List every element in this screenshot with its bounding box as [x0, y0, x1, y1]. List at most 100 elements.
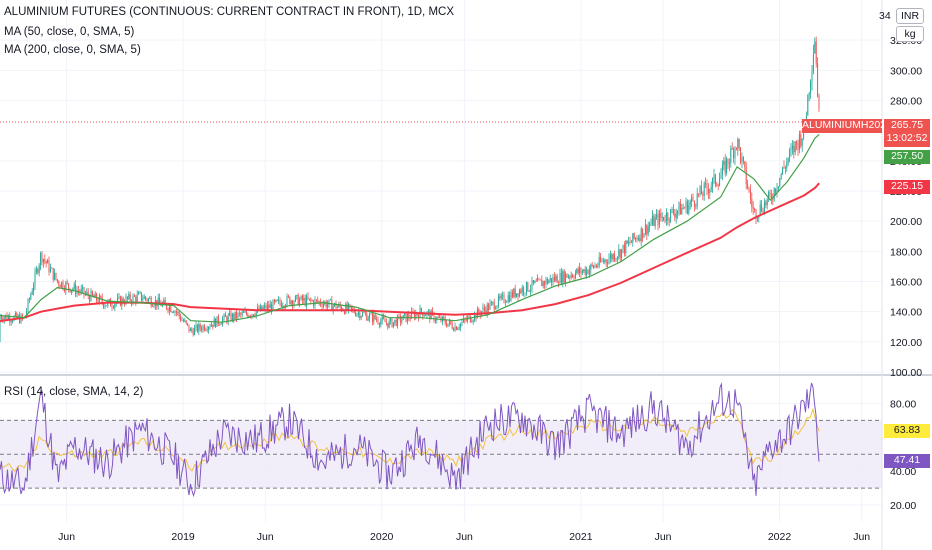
candle-body	[195, 324, 197, 328]
price-tick-label: 280.00	[890, 96, 922, 108]
candle-body	[612, 254, 614, 260]
currency-unit-button[interactable]: 34 INR	[879, 8, 924, 24]
candle-body	[727, 158, 729, 164]
candle-body	[133, 295, 135, 297]
candle-body	[507, 295, 509, 302]
candle-body	[105, 305, 107, 307]
candle-body	[287, 295, 289, 297]
candle-body	[7, 316, 9, 320]
candle-body	[178, 312, 180, 317]
candle-body	[458, 327, 460, 329]
price-tick-label: 180.00	[890, 246, 922, 258]
candle-body	[661, 216, 663, 218]
candle-body	[531, 280, 533, 289]
candle-body	[707, 188, 709, 194]
candle-body	[56, 279, 58, 282]
candle-body	[217, 316, 219, 324]
candle-body	[450, 320, 452, 324]
candle-body	[787, 158, 789, 162]
candle-body	[34, 271, 36, 286]
time-tick-label: Jun	[655, 531, 672, 543]
ma200-legend[interactable]: MA (200, close, 0, SMA, 5)	[4, 44, 141, 56]
candle-body	[122, 298, 124, 304]
candle-body	[800, 134, 802, 146]
candle-body	[811, 71, 813, 82]
candle-body	[747, 184, 749, 189]
candle-body	[689, 201, 691, 205]
rsi-legend[interactable]: RSI (14, close, SMA, 14, 2)	[4, 386, 144, 398]
time-tick-label: 2019	[171, 531, 195, 543]
candle-body	[453, 328, 455, 331]
candle-body	[608, 258, 610, 264]
candle-body	[626, 240, 628, 244]
candle-body	[306, 296, 308, 306]
candle-body	[63, 288, 65, 291]
candle-body	[61, 281, 63, 288]
candle-body	[311, 300, 313, 302]
candle-body	[664, 220, 666, 222]
price-tick-label: 300.00	[890, 65, 922, 77]
candle-body	[731, 148, 733, 150]
candle-body	[493, 302, 495, 310]
candle-body	[310, 298, 312, 301]
candle-body	[166, 303, 168, 309]
candle-body	[283, 305, 285, 307]
rsi-axis[interactable]: 20.00 40.00 80.00	[890, 398, 916, 512]
candle-body	[742, 157, 744, 162]
candle-body	[345, 303, 347, 314]
candle-body	[552, 276, 554, 283]
candle-body	[174, 311, 176, 313]
candle-body	[91, 291, 93, 296]
candle-body	[751, 198, 753, 207]
candle-body	[730, 148, 732, 164]
unit-button[interactable]: kg	[896, 26, 924, 42]
candle-body	[206, 329, 208, 331]
candle-body	[497, 296, 499, 306]
candle-body	[549, 278, 551, 281]
candle-body	[255, 311, 257, 317]
candle-body	[336, 306, 338, 309]
candle-body	[518, 290, 520, 297]
candle-body	[367, 318, 369, 321]
rsi-series-line	[0, 382, 820, 498]
price-candles	[0, 36, 820, 343]
candle-body	[118, 296, 120, 298]
candle-body	[89, 296, 91, 302]
candle-body	[605, 259, 607, 263]
candle-body	[478, 309, 480, 314]
candle-body	[272, 300, 274, 311]
candle-body	[97, 300, 99, 303]
candle-body	[741, 157, 743, 163]
candle-body	[117, 297, 119, 303]
chart-title[interactable]: ALUMINIUM FUTURES (CONTINUOUS: CURRENT C…	[4, 6, 454, 18]
candle-body	[588, 269, 590, 275]
symbol-tag[interactable]: ALUMINIUMH2022	[802, 119, 892, 133]
candle-body	[266, 304, 268, 310]
time-axis[interactable]: 2018Jun2019Jun2020Jun2021Jun2022Jun	[0, 531, 870, 543]
candle-body	[457, 328, 459, 330]
candle-body	[427, 311, 429, 313]
candle-body	[496, 305, 498, 309]
ma50-legend[interactable]: MA (50, close, 0, SMA, 5)	[4, 26, 135, 38]
candle-body	[581, 271, 583, 274]
candle-body	[752, 206, 754, 209]
candle-body	[196, 324, 198, 332]
rsi-value-tag: 47.41	[884, 454, 930, 468]
candle-body	[586, 269, 588, 275]
candle-body	[227, 315, 229, 323]
candle-body	[75, 284, 77, 295]
candle-body	[357, 312, 359, 314]
candle-body	[390, 318, 392, 321]
candle-body	[54, 272, 56, 280]
candle-body	[637, 237, 639, 240]
candle-body	[717, 185, 719, 186]
candle-body	[615, 258, 617, 261]
candle-body	[83, 287, 85, 295]
candle-body	[563, 271, 565, 283]
candle-body	[192, 330, 194, 335]
price-axis[interactable]: 100.00120.00140.00160.00180.00200.00220.…	[890, 35, 922, 379]
candle-body	[129, 294, 131, 301]
candle-body	[432, 310, 434, 313]
candle-body	[35, 269, 37, 272]
